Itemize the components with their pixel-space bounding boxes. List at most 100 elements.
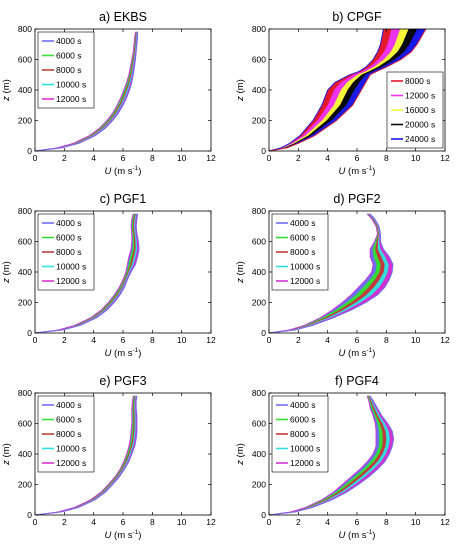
legend-label: 8000 s: [56, 65, 82, 75]
legend-label: 10000 s: [56, 262, 86, 272]
x-tick-label: 2: [296, 335, 301, 345]
y-tick-label: 800: [252, 206, 266, 216]
y-tick-label: 0: [27, 510, 32, 520]
y-tick-label: 800: [18, 388, 32, 398]
chart-panel-1: a) EKBS 0 2 4 6 8 10 12 0 200 400 600 800 U (m s-1) z …: [1, 10, 216, 177]
legend-label: 6000 s: [290, 233, 316, 243]
legend: 4000 s 6000 s 8000 s 10000 s 12000 s: [37, 395, 95, 473]
x-tick-label: 12: [206, 335, 216, 345]
plot-area: [269, 29, 427, 151]
y-axis-label: z (m): [1, 261, 12, 284]
series-line-right: [269, 213, 394, 333]
x-tick-label: 10: [177, 335, 187, 345]
chart-title: b) CPGF: [332, 10, 382, 24]
series-line-left: [35, 395, 134, 515]
series-line-right: [35, 213, 140, 333]
y-tick-label: 400: [252, 85, 266, 95]
legend-label: 12000 s: [405, 91, 435, 101]
y-tick-label: 600: [252, 55, 266, 65]
y-tick-label: 200: [18, 480, 32, 490]
legend: 8000 s 12000 s 16000 s 20000 s 24000 s: [386, 71, 444, 149]
series-line-right: [35, 395, 138, 515]
x-tick-label: 6: [355, 335, 360, 345]
x-tick-label: 4: [325, 335, 330, 345]
legend-label: 12000 s: [290, 458, 320, 468]
legend-label: 24000 s: [405, 134, 435, 144]
x-tick-label: 8: [150, 335, 155, 345]
x-tick-label: 8: [384, 517, 389, 527]
x-tick-label: 12: [206, 153, 216, 163]
x-tick-label: 8: [150, 517, 155, 527]
series-line-left: [269, 395, 377, 515]
y-tick-label: 400: [18, 449, 32, 459]
x-tick-label: 10: [411, 517, 421, 527]
y-tick-label: 200: [252, 480, 266, 490]
legend-label: 4000 s: [290, 400, 316, 410]
x-tick-label: 8: [384, 153, 389, 163]
y-tick-label: 600: [18, 237, 32, 247]
series-line-right: [269, 395, 395, 515]
series-band-1: [269, 29, 393, 151]
legend-label: 6000 s: [56, 51, 82, 61]
y-tick-label: 200: [252, 116, 266, 126]
legend-label: 10000 s: [56, 80, 86, 90]
x-tick-label: 0: [33, 517, 38, 527]
legend-label: 8000 s: [290, 429, 316, 439]
chart-title: f) PGF4: [335, 374, 379, 388]
legend-label: 4000 s: [56, 218, 82, 228]
x-tick-label: 12: [440, 335, 450, 345]
x-tick-label: 0: [267, 335, 272, 345]
series-line-left: [35, 213, 134, 333]
legend: 4000 s 6000 s 8000 s 10000 s 12000 s: [271, 213, 329, 291]
y-tick-label: 400: [252, 449, 266, 459]
legend-label: 20000 s: [405, 120, 435, 130]
chart-title: e) PGF3: [99, 374, 146, 388]
x-tick-label: 2: [62, 517, 67, 527]
legend-label: 6000 s: [56, 233, 82, 243]
plot-area: [35, 31, 139, 151]
x-tick-label: 2: [296, 517, 301, 527]
x-tick-label: 12: [440, 153, 450, 163]
y-axis-label: z (m): [1, 79, 12, 102]
legend-label: 8000 s: [290, 247, 316, 257]
x-tick-label: 10: [411, 153, 421, 163]
x-tick-label: 6: [355, 153, 360, 163]
x-axis-label: U (m s-1): [339, 347, 376, 359]
x-tick-label: 4: [325, 517, 330, 527]
x-tick-label: 2: [62, 153, 67, 163]
chart-panel-6: f) PGF4 0 2 4 6 8 10 12 0 200 400 600 800 U (m s-1) z …: [235, 374, 450, 541]
x-tick-label: 10: [411, 335, 421, 345]
x-tick-label: 6: [121, 517, 126, 527]
chart-panel-4: d) PGF2 0 2 4 6 8 10 12 0 200 400 600 800 U (m s-1) z …: [235, 192, 450, 359]
x-tick-label: 0: [33, 335, 38, 345]
y-tick-label: 800: [252, 388, 266, 398]
x-tick-label: 4: [91, 153, 96, 163]
x-tick-label: 2: [62, 335, 67, 345]
chart-panel-2: b) CPGF 0 2 4 6 8 10 12 0 200 400 600 800 U (m s-1) z …: [235, 10, 450, 177]
x-tick-label: 0: [33, 153, 38, 163]
y-axis-label: z (m): [1, 443, 12, 466]
legend-label: 10000 s: [290, 444, 320, 454]
series-line-left: [269, 29, 384, 151]
legend-label: 16000 s: [405, 105, 435, 115]
x-tick-label: 12: [206, 517, 216, 527]
x-tick-label: 2: [296, 153, 301, 163]
x-tick-label: 12: [440, 517, 450, 527]
y-tick-label: 600: [252, 419, 266, 429]
series-line-left: [35, 31, 136, 151]
y-tick-label: 200: [18, 116, 32, 126]
x-tick-label: 10: [177, 153, 187, 163]
y-axis-label: z (m): [235, 443, 246, 466]
x-tick-label: 4: [91, 335, 96, 345]
plot-area: [35, 213, 140, 333]
chart-title: d) PGF2: [333, 192, 380, 206]
series-line-right: [269, 29, 427, 151]
y-axis-label: z (m): [235, 79, 246, 102]
legend-label: 12000 s: [56, 458, 86, 468]
y-tick-label: 600: [18, 419, 32, 429]
legend: 4000 s 6000 s 8000 s 10000 s 12000 s: [37, 31, 95, 109]
x-tick-label: 6: [121, 335, 126, 345]
x-tick-label: 0: [267, 517, 272, 527]
x-tick-label: 8: [384, 335, 389, 345]
